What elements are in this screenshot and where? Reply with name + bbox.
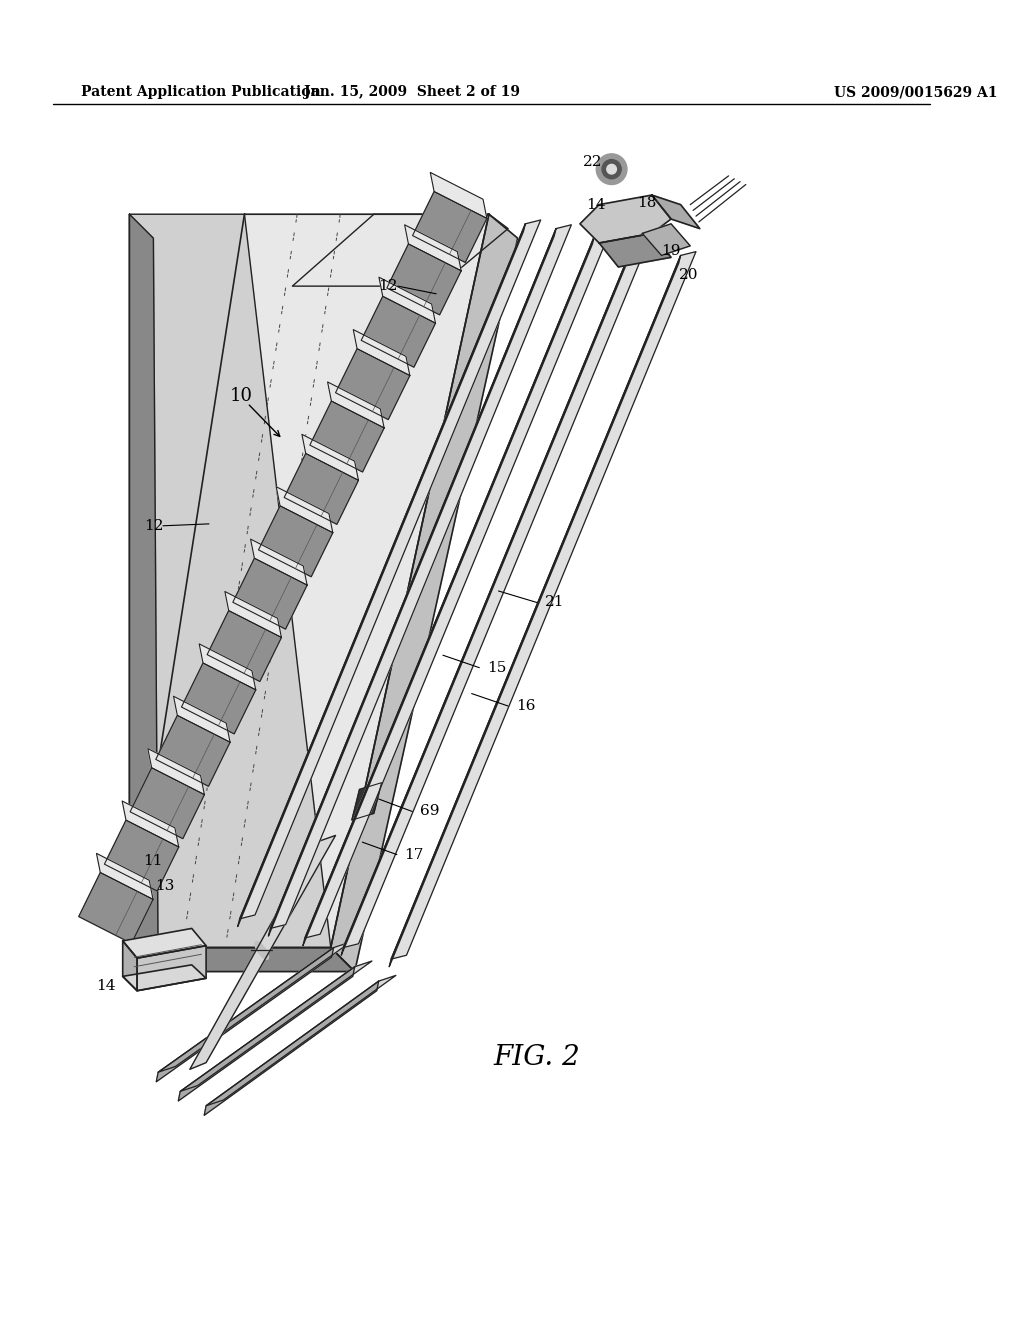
Polygon shape bbox=[258, 506, 333, 577]
Polygon shape bbox=[129, 948, 354, 972]
Polygon shape bbox=[379, 277, 435, 323]
Polygon shape bbox=[343, 242, 648, 948]
Polygon shape bbox=[173, 696, 230, 742]
Circle shape bbox=[607, 165, 616, 174]
Polygon shape bbox=[225, 591, 282, 638]
Polygon shape bbox=[207, 611, 282, 681]
Polygon shape bbox=[123, 928, 206, 958]
Text: Patent Application Publication: Patent Application Publication bbox=[82, 86, 322, 99]
Polygon shape bbox=[178, 966, 354, 1101]
Text: 16: 16 bbox=[516, 700, 536, 713]
Polygon shape bbox=[122, 801, 179, 847]
Polygon shape bbox=[123, 941, 137, 991]
Polygon shape bbox=[652, 195, 699, 228]
Polygon shape bbox=[328, 381, 384, 428]
Text: 12: 12 bbox=[379, 279, 398, 293]
Ellipse shape bbox=[255, 941, 268, 960]
Polygon shape bbox=[391, 252, 696, 960]
Polygon shape bbox=[387, 244, 461, 314]
Polygon shape bbox=[430, 173, 486, 218]
Text: 20: 20 bbox=[679, 268, 698, 281]
Polygon shape bbox=[189, 836, 336, 1069]
Polygon shape bbox=[276, 487, 333, 533]
Text: FIG. 2: FIG. 2 bbox=[494, 1044, 581, 1072]
Polygon shape bbox=[157, 948, 334, 1082]
Text: 17: 17 bbox=[404, 847, 424, 862]
Polygon shape bbox=[181, 663, 256, 734]
Polygon shape bbox=[251, 539, 307, 585]
Polygon shape bbox=[129, 214, 331, 948]
Polygon shape bbox=[180, 961, 372, 1092]
Polygon shape bbox=[104, 820, 179, 891]
Text: 15: 15 bbox=[487, 661, 506, 675]
Text: 69: 69 bbox=[420, 804, 439, 818]
Text: 13: 13 bbox=[155, 879, 174, 894]
Text: 12: 12 bbox=[143, 519, 163, 533]
Text: 21: 21 bbox=[545, 595, 564, 610]
Polygon shape bbox=[336, 348, 410, 420]
Polygon shape bbox=[158, 942, 351, 1072]
Polygon shape bbox=[268, 228, 556, 936]
Polygon shape bbox=[129, 214, 488, 948]
Polygon shape bbox=[204, 981, 379, 1115]
Polygon shape bbox=[642, 224, 690, 256]
Polygon shape bbox=[302, 434, 358, 480]
Text: 19: 19 bbox=[662, 244, 681, 257]
Polygon shape bbox=[331, 214, 518, 972]
Polygon shape bbox=[402, 214, 508, 301]
Polygon shape bbox=[79, 873, 153, 944]
Polygon shape bbox=[293, 214, 488, 286]
Polygon shape bbox=[200, 644, 256, 690]
Text: 18: 18 bbox=[638, 195, 656, 210]
Polygon shape bbox=[353, 330, 410, 376]
Polygon shape bbox=[206, 975, 396, 1106]
Polygon shape bbox=[341, 246, 633, 956]
Polygon shape bbox=[96, 854, 153, 899]
Polygon shape bbox=[389, 256, 681, 966]
Text: US 2009/0015629 A1: US 2009/0015629 A1 bbox=[834, 86, 997, 99]
Text: Jan. 15, 2009  Sheet 2 of 19: Jan. 15, 2009 Sheet 2 of 19 bbox=[304, 86, 520, 99]
Polygon shape bbox=[599, 234, 671, 267]
Text: 22: 22 bbox=[583, 154, 602, 169]
Polygon shape bbox=[123, 965, 206, 991]
Polygon shape bbox=[238, 224, 525, 927]
Polygon shape bbox=[137, 945, 206, 991]
Polygon shape bbox=[129, 214, 158, 972]
Text: 11: 11 bbox=[143, 854, 163, 869]
Text: 14: 14 bbox=[95, 979, 115, 993]
Text: 14: 14 bbox=[587, 198, 606, 211]
Polygon shape bbox=[352, 783, 382, 820]
Polygon shape bbox=[270, 224, 571, 928]
Polygon shape bbox=[130, 768, 205, 838]
Polygon shape bbox=[580, 195, 671, 243]
Polygon shape bbox=[310, 401, 384, 473]
Circle shape bbox=[602, 160, 622, 178]
Polygon shape bbox=[285, 454, 358, 524]
Polygon shape bbox=[413, 191, 486, 263]
Polygon shape bbox=[232, 558, 307, 630]
Polygon shape bbox=[147, 748, 205, 795]
Circle shape bbox=[596, 154, 627, 185]
Polygon shape bbox=[361, 297, 435, 367]
Polygon shape bbox=[303, 236, 594, 945]
Polygon shape bbox=[305, 232, 609, 939]
Polygon shape bbox=[156, 715, 230, 787]
Text: 10: 10 bbox=[230, 387, 253, 405]
Polygon shape bbox=[404, 224, 461, 271]
Polygon shape bbox=[240, 220, 541, 919]
